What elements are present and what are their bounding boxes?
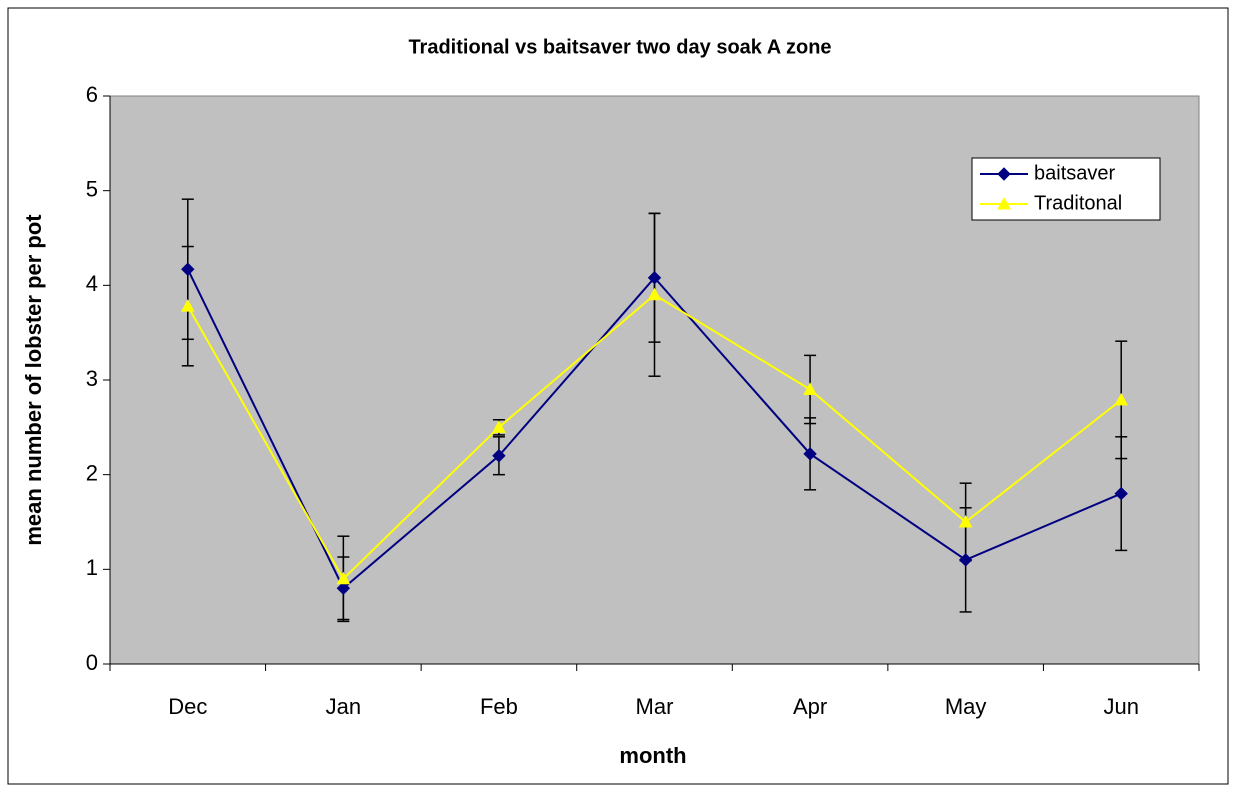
legend-label: baitsaver — [1034, 162, 1115, 184]
y-tick-label: 6 — [86, 82, 98, 107]
x-axis-label: month — [619, 743, 686, 768]
x-tick-label: Feb — [480, 694, 518, 719]
x-tick-label: May — [945, 694, 987, 719]
marker — [997, 167, 1011, 181]
marker — [958, 553, 973, 567]
x-tick-label: Mar — [636, 694, 674, 719]
marker — [336, 571, 351, 585]
x-tick-label: Jan — [326, 694, 361, 719]
marker — [647, 287, 662, 301]
y-tick-label: 3 — [86, 366, 98, 391]
marker — [181, 262, 195, 276]
x-tick-label: Jun — [1103, 694, 1138, 719]
y-tick-label: 5 — [86, 176, 98, 201]
chart-title: Traditional vs baitsaver two day soak A … — [408, 36, 831, 58]
x-tick-label: Dec — [168, 694, 207, 719]
y-tick-label: 1 — [86, 555, 98, 580]
marker — [1114, 392, 1129, 406]
marker — [492, 449, 506, 463]
marker — [803, 382, 817, 395]
legend-label: Traditonal — [1034, 192, 1122, 214]
x-tick-label: Apr — [793, 694, 827, 719]
marker — [997, 196, 1011, 210]
y-tick-label: 2 — [86, 460, 98, 485]
marker — [492, 420, 506, 433]
y-axis-label: mean number of lobster per pot — [21, 214, 46, 546]
y-tick-label: 4 — [86, 271, 98, 296]
y-tick-label: 0 — [86, 650, 98, 675]
marker — [647, 271, 662, 285]
marker — [1114, 486, 1128, 501]
marker — [803, 447, 817, 461]
marker — [180, 299, 195, 312]
marker — [336, 581, 351, 595]
marker — [958, 514, 973, 528]
